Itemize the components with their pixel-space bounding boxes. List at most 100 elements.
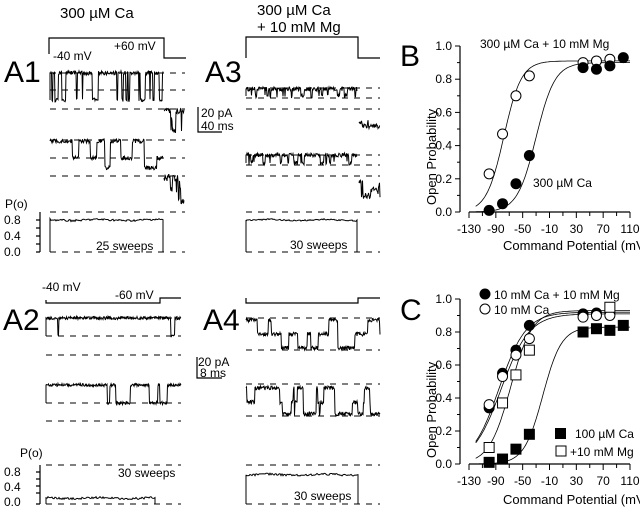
c-y-axis-title: Open Probability bbox=[424, 361, 439, 458]
a3-trace-2 bbox=[245, 151, 358, 167]
a4-po-trace bbox=[245, 472, 359, 504]
a1-voltage-protocol bbox=[48, 37, 186, 59]
data-point-open-circle bbox=[523, 333, 535, 345]
panel-a1: 300 µM Ca -40 mV +60 mV A1 P(o) 0.8 0.4 … bbox=[4, 5, 186, 259]
data-point-filled-square bbox=[483, 456, 495, 468]
y-tick-label: 0.0 bbox=[435, 205, 452, 219]
a3-trace-1 bbox=[245, 85, 358, 100]
b-annotation-ca: 300 µM Ca bbox=[533, 176, 592, 190]
a2-po-tick: 0.8 bbox=[4, 465, 21, 479]
data-point-open-square bbox=[483, 442, 495, 453]
a2-panel-label: A2 bbox=[3, 304, 40, 337]
a1-trace-2-tail bbox=[163, 174, 185, 205]
a2-holding-label: -40 mV bbox=[42, 280, 81, 294]
c-legend-marker-filled-square bbox=[555, 428, 566, 439]
data-point-filled-square bbox=[577, 326, 589, 338]
a4-panel-label: A4 bbox=[203, 304, 240, 337]
y-tick-label: 0.6 bbox=[435, 105, 452, 119]
data-point-filled-circle bbox=[483, 204, 495, 216]
a1-holding-label: -40 mV bbox=[53, 49, 92, 63]
x-tick-label: -10 bbox=[541, 222, 559, 236]
data-point-open-circle bbox=[497, 128, 509, 140]
a2-trace-1 bbox=[45, 314, 182, 338]
a3-condition-line2: + 10 mM Mg bbox=[257, 19, 341, 36]
data-point-open-square bbox=[510, 369, 522, 381]
data-point-open-square bbox=[497, 397, 509, 409]
x-tick-label: 30 bbox=[570, 474, 584, 488]
y-tick-label: 0.0 bbox=[435, 457, 452, 471]
a1-trace-1-tail bbox=[163, 107, 185, 134]
a3-voltage-protocol bbox=[245, 36, 380, 59]
data-point-open-circle bbox=[590, 310, 602, 321]
a1-panel-label: A1 bbox=[4, 56, 41, 89]
c-legend-item: 10 mM Ca + 10 mM Mg bbox=[494, 288, 620, 302]
b-panel-label: B bbox=[400, 40, 420, 73]
c-x-axis-title: Command Potential (mV) bbox=[503, 492, 640, 507]
y-tick-label: 0.2 bbox=[435, 424, 452, 438]
data-point-open-square bbox=[523, 344, 535, 356]
a1-po-tick: 0.0 bbox=[4, 245, 21, 259]
a2-po-tick: 0.0 bbox=[4, 495, 21, 509]
a1-po-label: P(o) bbox=[5, 197, 28, 211]
a1-step-label: +60 mV bbox=[114, 39, 156, 53]
a2-po-label: P(o) bbox=[20, 446, 43, 460]
a3-condition-line1: 300 µM Ca bbox=[257, 2, 331, 19]
a3-trace-1-tail bbox=[358, 120, 381, 131]
y-tick-label: 1.0 bbox=[435, 292, 452, 306]
data-point-filled-circle bbox=[523, 319, 535, 331]
chart-c: C 10 mM Ca + 10 mM Mg 10 mM Ca 100 µM Ca… bbox=[400, 288, 640, 507]
a1-sweeps-label: 25 sweeps bbox=[96, 239, 153, 253]
a2-sweeps-label: 30 sweeps bbox=[118, 466, 175, 480]
data-point-open-circle bbox=[483, 399, 495, 411]
data-point-filled-circle bbox=[577, 62, 589, 74]
x-tick-label: -90 bbox=[487, 474, 505, 488]
x-tick-label: -130 bbox=[457, 222, 481, 236]
y-tick-label: 0.4 bbox=[435, 139, 452, 153]
a2-po-tick: 0.4 bbox=[4, 480, 21, 494]
data-point-filled-circle bbox=[617, 52, 629, 64]
a4-scale-time: 8 ms bbox=[200, 366, 226, 380]
data-point-filled-square bbox=[510, 443, 522, 455]
x-tick-label: 70 bbox=[596, 222, 610, 236]
a2-step-label: -60 mV bbox=[115, 288, 154, 302]
y-tick-label: 0.6 bbox=[435, 358, 452, 372]
chart-b: B 300 µM Ca + 10 mM Mg 300 µM Ca Command… bbox=[400, 37, 640, 253]
a4-trace-1 bbox=[245, 316, 381, 352]
c-marks bbox=[475, 301, 630, 468]
data-point-open-circle bbox=[497, 371, 509, 383]
panel-a4: A4 20 pA 8 ms 30 sweeps bbox=[196, 297, 381, 505]
x-tick-label: -130 bbox=[457, 474, 481, 488]
y-tick-label: 0.4 bbox=[435, 391, 452, 405]
a4-scale-bar bbox=[196, 357, 222, 379]
c-legend-marker-open-square bbox=[555, 445, 567, 457]
data-point-open-circle bbox=[483, 168, 495, 180]
x-tick-label: 110 bbox=[620, 474, 639, 488]
data-point-filled-circle bbox=[604, 60, 616, 72]
data-point-filled-square bbox=[604, 324, 616, 336]
a3-scale-time: 40 ms bbox=[201, 119, 234, 133]
data-point-filled-circle bbox=[590, 63, 602, 75]
data-point-open-circle bbox=[523, 70, 535, 82]
data-point-open-circle bbox=[510, 349, 522, 361]
y-tick-label: 0.8 bbox=[435, 72, 452, 86]
a1-trace-2 bbox=[49, 137, 164, 171]
b-annotation-mg: 300 µM Ca + 10 mM Mg bbox=[480, 37, 609, 51]
x-tick-label: 30 bbox=[570, 222, 584, 236]
a1-po-tick: 0.4 bbox=[4, 229, 21, 243]
data-point-filled-circle bbox=[497, 198, 509, 210]
b-y-axis-title: Open Probability bbox=[424, 108, 439, 205]
a2-po-axis bbox=[36, 465, 41, 505]
a1-po-tick: 0.8 bbox=[4, 213, 21, 227]
c-legend-marker-open-circle bbox=[479, 303, 491, 315]
data-point-filled-square bbox=[497, 453, 509, 465]
a1-po-axis bbox=[36, 212, 41, 253]
a3-po-trace bbox=[245, 218, 358, 252]
a3-scale-bar bbox=[197, 107, 222, 133]
data-point-filled-square bbox=[523, 428, 535, 440]
x-tick-label: -90 bbox=[487, 222, 505, 236]
a4-sweeps-label: 30 sweeps bbox=[294, 489, 351, 503]
fit-curve bbox=[475, 310, 630, 459]
a1-trace-1 bbox=[49, 69, 164, 103]
a2-voltage-protocol bbox=[45, 297, 181, 304]
